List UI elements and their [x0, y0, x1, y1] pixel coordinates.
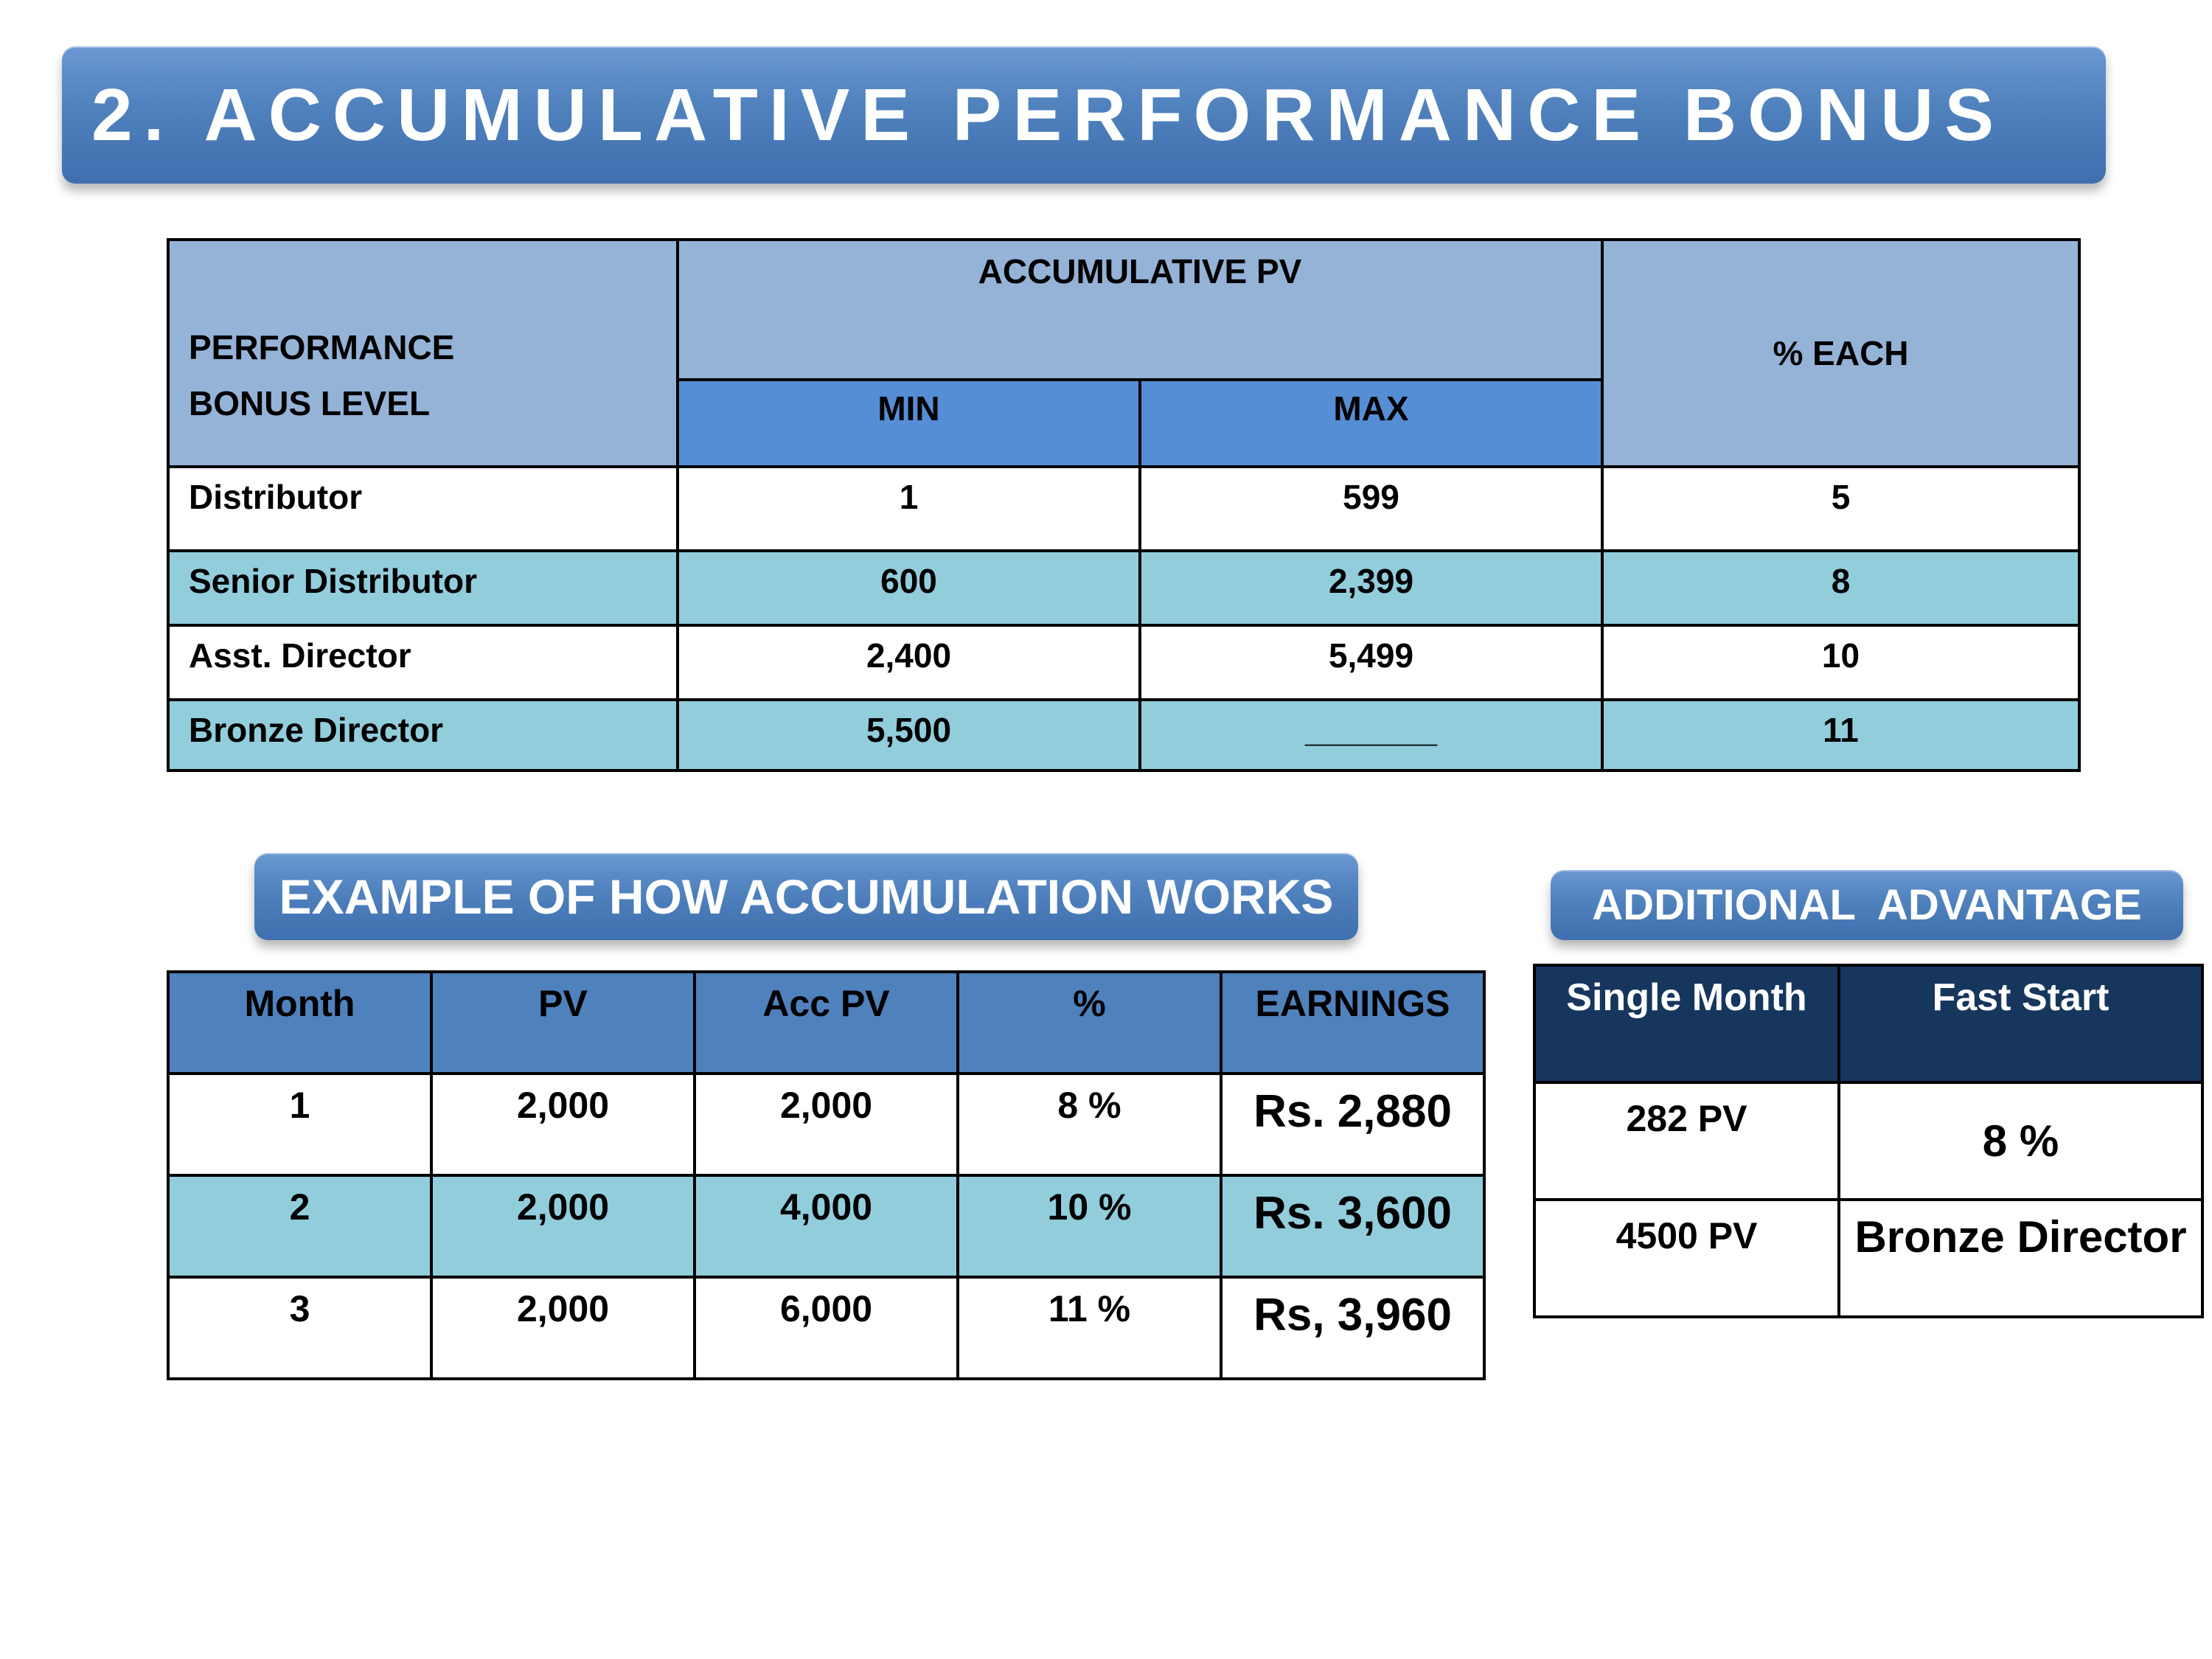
max-cell: _______ — [1138, 698, 1604, 772]
percent-cell: 10 % — [956, 1174, 1222, 1279]
pv-cell: 2,000 — [430, 1174, 696, 1279]
max-cell: 2,399 — [1138, 549, 1604, 627]
header-performance-bonus-level: PERFORMANCE BONUS LEVEL — [167, 238, 679, 468]
month-cell: 3 — [167, 1276, 433, 1380]
header-earnings: EARNINGS — [1220, 970, 1486, 1075]
header-accumulative-pv: ACCUMULATIVE PV — [676, 238, 1604, 381]
header-single-month: Single Month — [1533, 964, 1840, 1084]
example-table: Month PV Acc PV % EARNINGS 1 2,000 2,000… — [167, 970, 1486, 1380]
header-acc-pv: Acc PV — [693, 970, 959, 1075]
single-month-cell: 282 PV — [1533, 1081, 1840, 1201]
pv-cell: 2,000 — [430, 1276, 696, 1380]
example-banner: EXAMPLE OF HOW ACCUMULATION WORKS — [254, 853, 1358, 940]
level-cell: Asst. Director — [167, 624, 679, 701]
min-cell: 1 — [676, 465, 1141, 552]
level-cell: Bronze Director — [167, 698, 679, 772]
level-cell: Distributor — [167, 465, 679, 552]
pct-cell: 8 — [1601, 549, 2081, 627]
table-row: 282 PV 8 % — [1533, 1081, 2204, 1201]
page-title-banner: 2. ACCUMULATIVE PERFORMANCE BONUS — [62, 46, 2106, 184]
fast-start-cell: 8 % — [1837, 1081, 2204, 1201]
max-cell: 5,499 — [1138, 624, 1604, 701]
single-month-cell: 4500 PV — [1533, 1198, 1840, 1318]
example-banner-label: EXAMPLE OF HOW ACCUMULATION WORKS — [279, 869, 1334, 924]
earnings-cell: Rs, 3,960 — [1220, 1276, 1486, 1380]
max-cell: 599 — [1138, 465, 1604, 552]
additional-advantage-table: Single Month Fast Start 282 PV 8 % 4500 … — [1533, 964, 2204, 1318]
acc-pv-cell: 4,000 — [693, 1174, 959, 1279]
acc-pv-cell: 2,000 — [693, 1072, 959, 1177]
month-cell: 1 — [167, 1072, 433, 1177]
fast-start-cell: Bronze Director — [1837, 1198, 2204, 1318]
table-row: 4500 PV Bronze Director — [1533, 1198, 2204, 1318]
table-row: Senior Distributor 600 2,399 8 — [167, 549, 2081, 627]
performance-bonus-table: PERFORMANCE BONUS LEVEL ACCUMULATIVE PV … — [167, 238, 2081, 772]
table-row: Asst. Director 2,400 5,499 10 — [167, 624, 2081, 701]
header-pv: PV — [430, 970, 696, 1075]
header-month: Month — [167, 970, 433, 1075]
header-percent: % — [956, 970, 1222, 1075]
header-fast-start: Fast Start — [1837, 964, 2204, 1084]
min-cell: 2,400 — [676, 624, 1141, 701]
percent-cell: 11 % — [956, 1276, 1222, 1380]
additional-advantage-banner: ADDITIONAL ADVANTAGE — [1551, 870, 2183, 940]
pct-cell: 10 — [1601, 624, 2081, 701]
level-cell: Senior Distributor — [167, 549, 679, 627]
table-row: 3 2,000 6,000 11 % Rs, 3,960 — [167, 1276, 1486, 1380]
percent-cell: 8 % — [956, 1072, 1222, 1177]
month-cell: 2 — [167, 1174, 433, 1279]
table-row: 2 2,000 4,000 10 % Rs. 3,600 — [167, 1174, 1486, 1279]
table-row: Bronze Director 5,500 _______ 11 — [167, 698, 2081, 772]
additional-advantage-label: ADDITIONAL ADVANTAGE — [1592, 881, 2142, 929]
table-row: Distributor 1 599 5 — [167, 465, 2081, 552]
page-title: 2. ACCUMULATIVE PERFORMANCE BONUS — [91, 73, 2006, 156]
earnings-cell: Rs. 2,880 — [1220, 1072, 1486, 1177]
acc-pv-cell: 6,000 — [693, 1276, 959, 1380]
header-max: MAX — [1138, 378, 1604, 468]
table-row: 1 2,000 2,000 8 % Rs. 2,880 — [167, 1072, 1486, 1177]
pct-cell: 11 — [1601, 698, 2081, 772]
pct-cell: 5 — [1601, 465, 2081, 552]
earnings-cell: Rs. 3,600 — [1220, 1174, 1486, 1279]
min-cell: 600 — [676, 549, 1141, 627]
min-cell: 5,500 — [676, 698, 1141, 772]
header-min: MIN — [676, 378, 1141, 468]
pv-cell: 2,000 — [430, 1072, 696, 1177]
header-percent-each: % EACH — [1601, 238, 2081, 468]
